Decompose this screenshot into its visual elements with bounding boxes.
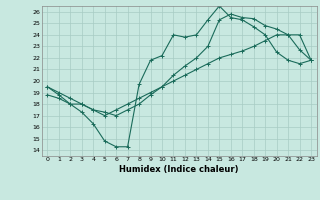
X-axis label: Humidex (Indice chaleur): Humidex (Indice chaleur) <box>119 165 239 174</box>
